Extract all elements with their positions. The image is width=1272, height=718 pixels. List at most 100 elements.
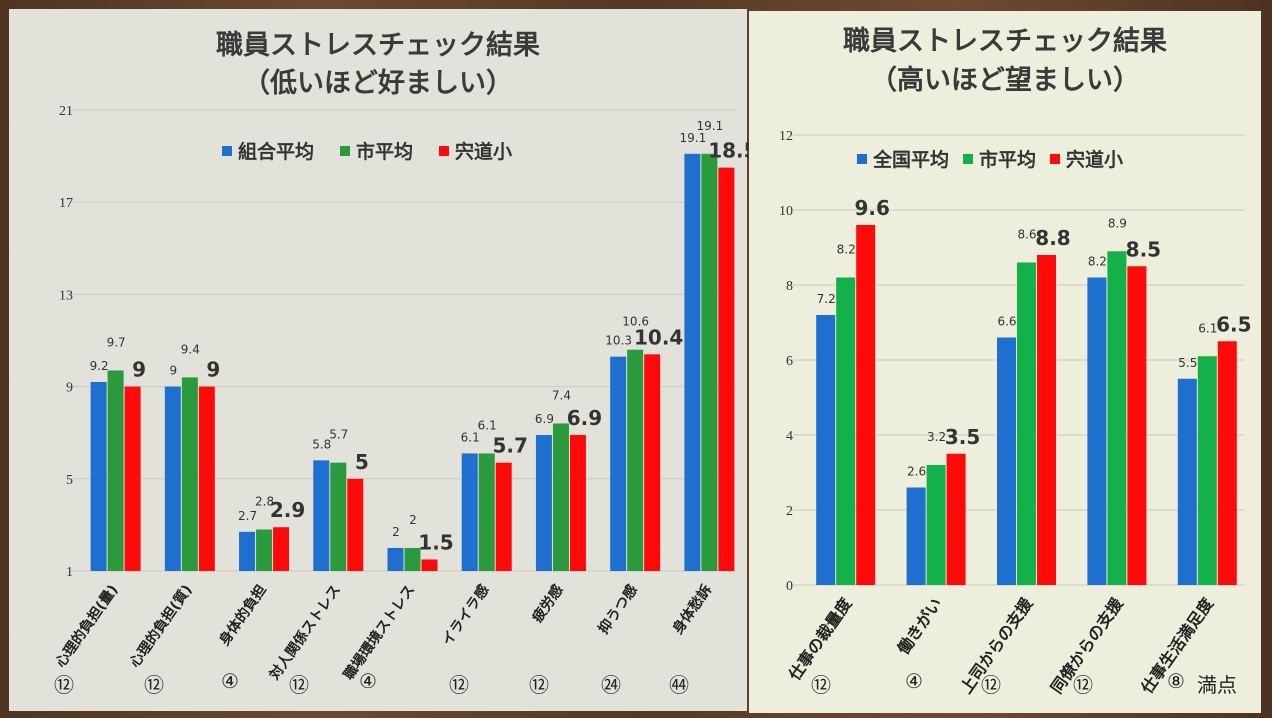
y-tick-label: 13	[59, 288, 73, 303]
data-label: 9	[170, 364, 178, 378]
bar-blue	[313, 460, 330, 571]
bar-red	[569, 435, 586, 571]
data-label: 6.1	[461, 430, 480, 444]
data-label: 7.2	[817, 292, 836, 306]
bar-blue	[239, 531, 256, 571]
footnote-circled-number: ⑫	[289, 673, 309, 697]
data-label: 2	[409, 513, 417, 527]
footnote-circled-number: ④	[221, 669, 239, 693]
data-label: 10.3	[605, 334, 632, 348]
y-tick-label: 21	[59, 104, 73, 119]
y-tick-label: 1	[66, 565, 73, 580]
data-label: 2.9	[270, 498, 305, 522]
data-label: 5.8	[312, 437, 331, 451]
bar-blue	[164, 386, 181, 571]
right-chart-title-line1: 職員ストレスチェック結果	[843, 26, 1167, 57]
data-label: 1.5	[418, 530, 453, 554]
bar-red	[273, 527, 290, 571]
data-label: 5.7	[493, 434, 528, 458]
x-category-label: 身体的負担	[216, 582, 270, 649]
footnote-circled-number: ⑫	[449, 673, 469, 697]
data-label: 19.1	[680, 131, 707, 145]
bar-green	[256, 529, 273, 571]
y-tick-label: 0	[786, 579, 793, 594]
footnote-circled-number: ④	[905, 669, 923, 693]
legend-label: 組合平均	[238, 141, 315, 163]
bar-red	[946, 453, 966, 585]
legend-swatch-green	[963, 153, 974, 164]
y-tick-label: 17	[59, 196, 73, 211]
data-label: 6.1	[1198, 321, 1217, 335]
data-label: 6.5	[1216, 312, 1251, 336]
legend-label: 市平均	[979, 149, 1037, 171]
bar-green	[1197, 356, 1217, 585]
data-label: 9	[132, 358, 146, 382]
data-label: 5	[355, 450, 369, 474]
footnote-max-score-label: 満点	[1197, 673, 1237, 697]
x-category-label: 身体愁訴	[669, 582, 715, 638]
x-category-label: 職場環境ストレス	[340, 582, 418, 683]
left-bar-chart: 1591317219.29.79心理的負担(量)99.49心理的負担(質)2.7…	[52, 104, 758, 684]
data-label: 9.2	[90, 359, 109, 373]
left-chart-title-line1: 職員ストレスチェック結果	[216, 30, 540, 61]
bar-red	[644, 354, 661, 571]
data-label: 7.4	[552, 388, 571, 402]
bar-green	[330, 462, 347, 571]
data-label: 8.8	[1035, 226, 1070, 250]
left-chart-panel: 職員ストレスチェック結果 （低いほど好ましい） 組合平均 市平均 宍道小 1 5 9…	[9, 9, 758, 711]
bar-red	[718, 167, 735, 571]
bar-green	[181, 377, 198, 571]
data-label: 9.4	[181, 342, 200, 356]
legend-label: 宍道小	[455, 141, 513, 163]
data-label: 6.1	[478, 418, 497, 432]
bar-blue	[387, 547, 404, 571]
y-tick-label: 2	[786, 504, 793, 519]
bar-blue	[461, 453, 478, 571]
bar-red	[856, 225, 876, 585]
y-tick-label: 5	[66, 473, 73, 488]
bar-green	[404, 547, 421, 571]
y-tick-label: 6	[786, 354, 793, 369]
bar-red	[1037, 255, 1056, 585]
bar-blue	[90, 381, 107, 571]
x-category-label: 心理的負担(質)	[126, 582, 195, 671]
bar-green	[836, 277, 856, 585]
legend-item-shinji: 宍道小	[439, 137, 512, 164]
legend-item-shi: 市平均	[340, 137, 413, 164]
y-tick-label: 10	[779, 204, 793, 219]
bar-green	[107, 370, 124, 571]
legend-swatch-blue	[857, 153, 867, 164]
data-label: 8.5	[1126, 237, 1161, 261]
bar-blue	[906, 487, 926, 585]
bar-green	[1017, 262, 1036, 585]
data-label: 10.6	[622, 315, 649, 329]
data-label: 10.4	[634, 325, 683, 349]
bar-green	[552, 423, 569, 571]
data-label: 3.2	[927, 430, 946, 444]
right-chart-title-line2: （高いほど望ましい）	[870, 65, 1140, 96]
bar-red	[421, 559, 438, 571]
y-tick-label: 12	[779, 129, 793, 144]
bar-blue	[816, 315, 836, 585]
data-label: 6.9	[535, 412, 554, 426]
x-category-label: 抑うつ感	[595, 582, 641, 638]
data-label: 9.6	[854, 196, 889, 220]
data-label: 6.6	[997, 315, 1016, 329]
data-label: 9.7	[107, 335, 126, 349]
bar-red	[495, 462, 512, 571]
data-label: 19.1	[697, 119, 724, 133]
bar-red	[347, 478, 364, 571]
y-tick-label: 9	[66, 381, 73, 396]
legend-swatch-red	[439, 145, 450, 156]
x-category-label: 心理的負担(量)	[52, 582, 121, 671]
bar-red	[1217, 341, 1237, 585]
y-tick-label: 8	[786, 279, 793, 294]
footnote-circled-number: ⑫	[811, 673, 831, 697]
footnote-circled-number: ⑧	[1167, 669, 1185, 693]
footnote-circled-number: ㊹	[669, 673, 689, 697]
left-legend: 組合平均 市平均 宍道小	[222, 137, 512, 164]
data-label: 6.9	[567, 406, 602, 430]
bar-blue	[997, 337, 1016, 585]
data-label: 2.8	[255, 495, 274, 509]
bar-blue	[610, 356, 627, 571]
